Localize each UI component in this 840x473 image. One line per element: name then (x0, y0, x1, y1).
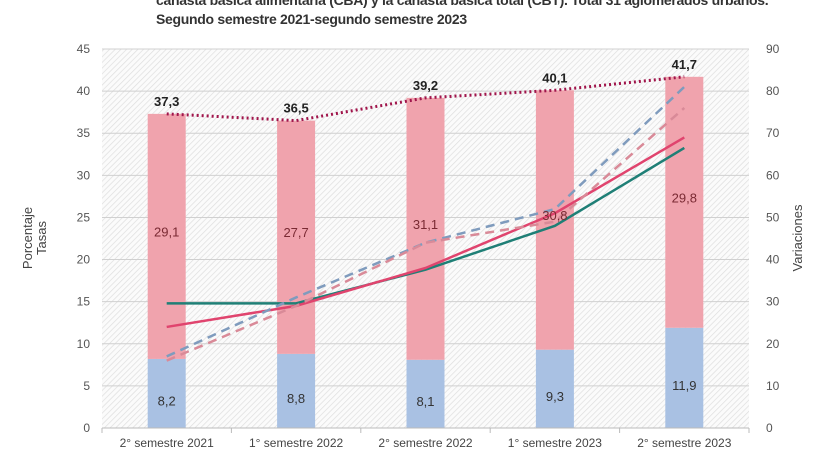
y-tick-left: 45 (77, 42, 91, 56)
y-tick-right: 80 (766, 84, 780, 98)
total-data-label: 39,2 (413, 78, 438, 93)
series-line (166, 136, 685, 329)
y-tick-right: 40 (766, 253, 780, 267)
y-tick-right: 50 (766, 210, 780, 224)
y-tick-left: 40 (77, 84, 91, 98)
bar-data-label: 8,8 (287, 391, 305, 406)
total-data-label: 36,5 (283, 101, 308, 116)
title-line-2: Segundo semestre 2021-segundo semestre 2… (156, 11, 467, 27)
series-line (166, 85, 686, 358)
title-line-1: canasta básica alimentaria (CBA) y la ca… (156, 0, 769, 8)
bar-segment (277, 120, 316, 354)
bar-segment (147, 358, 186, 428)
total-data-label: 40,1 (542, 70, 567, 85)
bar-data-label: 30,8 (542, 208, 567, 223)
bar-segment (147, 113, 186, 359)
x-tick-label: 1° semestre 2022 (249, 436, 344, 450)
total-data-label: 41,7 (672, 57, 697, 72)
x-tick-label: 2° semestre 2022 (378, 436, 473, 450)
bar-segment (535, 349, 574, 428)
y-tick-left: 0 (83, 421, 90, 435)
series-line (166, 107, 686, 362)
y-tick-right: 0 (766, 421, 773, 435)
y-axis-label-left-2: Tasas (34, 221, 49, 255)
total-dotted-line (166, 75, 685, 123)
y-tick-right: 90 (766, 42, 780, 56)
x-tick-label: 1° semestre 2023 (508, 436, 603, 450)
bar-data-label: 8,2 (158, 393, 176, 408)
y-tick-left: 5 (83, 379, 90, 393)
y-axis-label-left-1: Porcentaje (20, 207, 35, 269)
chart-title: canasta básica alimentaria (CBA) y la ca… (156, 0, 769, 29)
x-tick-label: 2° semestre 2023 (637, 436, 732, 450)
bar-data-label: 31,1 (413, 217, 438, 232)
y-tick-right: 70 (766, 126, 780, 140)
total-data-label: 37,3 (154, 94, 179, 109)
y-tick-right: 10 (766, 379, 780, 393)
bar-segment (406, 359, 445, 428)
bar-segment (277, 353, 316, 428)
bar-segment (665, 327, 704, 428)
bar-data-label: 9,3 (546, 389, 564, 404)
bar-data-label: 11,9 (672, 378, 696, 393)
bar-data-label: 29,8 (672, 190, 697, 205)
y-tick-right: 60 (766, 168, 780, 182)
y-tick-left: 20 (77, 253, 91, 267)
y-tick-left: 10 (77, 337, 91, 351)
bar-data-label: 8,1 (416, 394, 434, 409)
x-tick-label: 2° semestre 2021 (120, 436, 215, 450)
series-line (166, 146, 685, 305)
bar-segment (535, 90, 574, 350)
y-tick-left: 30 (77, 168, 91, 182)
y-tick-left: 15 (77, 295, 91, 309)
y-tick-left: 25 (77, 210, 91, 224)
bar-segment (406, 97, 445, 360)
y-tick-right: 30 (766, 295, 780, 309)
y-axis-label-right: Variaciones (790, 204, 805, 271)
bar-data-label: 27,7 (283, 225, 308, 240)
y-tick-left: 35 (77, 126, 91, 140)
bar-data-label: 29,1 (154, 224, 179, 239)
y-tick-right: 20 (766, 337, 780, 351)
